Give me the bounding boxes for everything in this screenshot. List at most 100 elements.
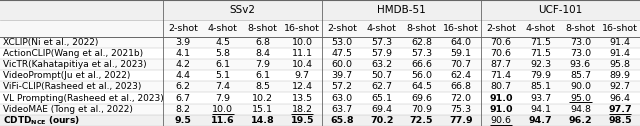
Bar <box>0 70 640 81</box>
Text: 71.5: 71.5 <box>530 49 551 58</box>
Text: ActionCLIP(Wang et al., 2021b): ActionCLIP(Wang et al., 2021b) <box>3 49 143 58</box>
Text: 69.6: 69.6 <box>411 93 432 103</box>
Text: 12.4: 12.4 <box>292 82 313 91</box>
Text: SSv2: SSv2 <box>230 5 255 15</box>
Text: 63.7: 63.7 <box>332 105 353 114</box>
Text: 95.8: 95.8 <box>610 60 630 69</box>
Text: 16-shot: 16-shot <box>602 24 638 33</box>
Text: 92.3: 92.3 <box>530 60 551 69</box>
Text: 97.7: 97.7 <box>609 105 632 114</box>
Text: 56.0: 56.0 <box>411 71 432 80</box>
Text: 73.0: 73.0 <box>570 38 591 47</box>
Text: 47.5: 47.5 <box>332 49 353 58</box>
Text: 4.5: 4.5 <box>215 38 230 47</box>
Text: 72.0: 72.0 <box>451 93 472 103</box>
Text: VideoMAE (Tong et al., 2022): VideoMAE (Tong et al., 2022) <box>3 105 132 114</box>
Text: VideoPrompt(Ju et al., 2022): VideoPrompt(Ju et al., 2022) <box>3 71 130 80</box>
Text: 62.4: 62.4 <box>451 71 472 80</box>
Text: 57.2: 57.2 <box>332 82 353 91</box>
Text: 70.9: 70.9 <box>411 105 432 114</box>
Text: 92.7: 92.7 <box>610 82 630 91</box>
Text: 50.7: 50.7 <box>371 71 392 80</box>
Text: 98.5: 98.5 <box>609 116 632 125</box>
Text: 10.0: 10.0 <box>292 38 313 47</box>
Text: 7.4: 7.4 <box>215 82 230 91</box>
Text: 63.2: 63.2 <box>371 60 392 69</box>
Text: 93.7: 93.7 <box>530 93 551 103</box>
Text: 70.6: 70.6 <box>490 38 511 47</box>
Text: 60.0: 60.0 <box>332 60 353 69</box>
Text: 4.1: 4.1 <box>175 49 191 58</box>
Text: 6.1: 6.1 <box>255 71 270 80</box>
Text: HMDB-51: HMDB-51 <box>377 5 426 15</box>
Text: 2-shot: 2-shot <box>486 24 516 33</box>
Bar <box>0 0 640 20</box>
Bar <box>0 20 640 37</box>
Text: 9.5: 9.5 <box>175 116 191 125</box>
Text: 59.1: 59.1 <box>451 49 472 58</box>
Text: 8-shot: 8-shot <box>566 24 595 33</box>
Text: XCLIP(Ni et al., 2022): XCLIP(Ni et al., 2022) <box>3 38 98 47</box>
Text: 10.2: 10.2 <box>252 93 273 103</box>
Text: 4-shot: 4-shot <box>525 24 556 33</box>
Text: 91.0: 91.0 <box>489 105 513 114</box>
Text: 6.2: 6.2 <box>175 82 191 91</box>
Text: 6.1: 6.1 <box>215 60 230 69</box>
Bar <box>0 48 640 59</box>
Text: 96.4: 96.4 <box>610 93 630 103</box>
Text: 11.6: 11.6 <box>211 116 235 125</box>
Text: 62.7: 62.7 <box>371 82 392 91</box>
Text: 8.4: 8.4 <box>255 49 270 58</box>
Text: 89.9: 89.9 <box>610 71 630 80</box>
Text: 94.1: 94.1 <box>530 105 551 114</box>
Text: VicTR(Kahatapitiya et al., 2023): VicTR(Kahatapitiya et al., 2023) <box>3 60 146 69</box>
Text: 7.9: 7.9 <box>215 93 230 103</box>
Text: 10.0: 10.0 <box>212 105 234 114</box>
Bar <box>0 37 640 48</box>
Text: 64.5: 64.5 <box>411 82 432 91</box>
Text: 69.4: 69.4 <box>371 105 392 114</box>
Text: 57.9: 57.9 <box>371 49 392 58</box>
Text: 77.9: 77.9 <box>449 116 473 125</box>
Text: 8-shot: 8-shot <box>248 24 278 33</box>
Text: 14.8: 14.8 <box>251 116 275 125</box>
Text: 11.1: 11.1 <box>292 49 313 58</box>
Text: 16-shot: 16-shot <box>284 24 320 33</box>
Text: 71.4: 71.4 <box>490 71 511 80</box>
Text: 2-shot: 2-shot <box>168 24 198 33</box>
Text: 80.7: 80.7 <box>490 82 511 91</box>
Text: 13.5: 13.5 <box>292 93 313 103</box>
Text: 65.1: 65.1 <box>371 93 392 103</box>
Text: 5.1: 5.1 <box>215 71 230 80</box>
Bar <box>0 115 640 126</box>
Text: 94.8: 94.8 <box>570 105 591 114</box>
Text: 15.1: 15.1 <box>252 105 273 114</box>
Text: 95.0: 95.0 <box>570 93 591 103</box>
Text: 66.8: 66.8 <box>451 82 472 91</box>
Text: 4.2: 4.2 <box>175 60 191 69</box>
Text: $\bf{CDTD}$$_{\bf{NCE}}$ $\bf{(ours)}$: $\bf{CDTD}$$_{\bf{NCE}}$ $\bf{(ours)}$ <box>3 114 79 126</box>
Bar <box>0 92 640 104</box>
Text: 71.5: 71.5 <box>530 38 551 47</box>
Text: 91.0: 91.0 <box>489 93 513 103</box>
Text: 6.8: 6.8 <box>255 38 270 47</box>
Text: 2-shot: 2-shot <box>327 24 357 33</box>
Text: 62.8: 62.8 <box>411 38 432 47</box>
Text: 90.6: 90.6 <box>490 116 511 125</box>
Text: 19.5: 19.5 <box>291 116 314 125</box>
Text: 7.9: 7.9 <box>255 60 270 69</box>
Text: 65.8: 65.8 <box>330 116 354 125</box>
Text: 75.3: 75.3 <box>451 105 472 114</box>
Text: 85.1: 85.1 <box>530 82 551 91</box>
Text: 96.2: 96.2 <box>568 116 592 125</box>
Text: 8-shot: 8-shot <box>406 24 436 33</box>
Text: 91.4: 91.4 <box>610 38 630 47</box>
Text: 64.0: 64.0 <box>451 38 472 47</box>
Text: 70.2: 70.2 <box>370 116 394 125</box>
Text: 94.7: 94.7 <box>529 116 552 125</box>
Text: ViFi-CLIP(Rasheed et al., 2023): ViFi-CLIP(Rasheed et al., 2023) <box>3 82 141 91</box>
Text: 4-shot: 4-shot <box>367 24 397 33</box>
Text: 18.2: 18.2 <box>292 105 313 114</box>
Text: 93.6: 93.6 <box>570 60 591 69</box>
Text: 79.9: 79.9 <box>530 71 551 80</box>
